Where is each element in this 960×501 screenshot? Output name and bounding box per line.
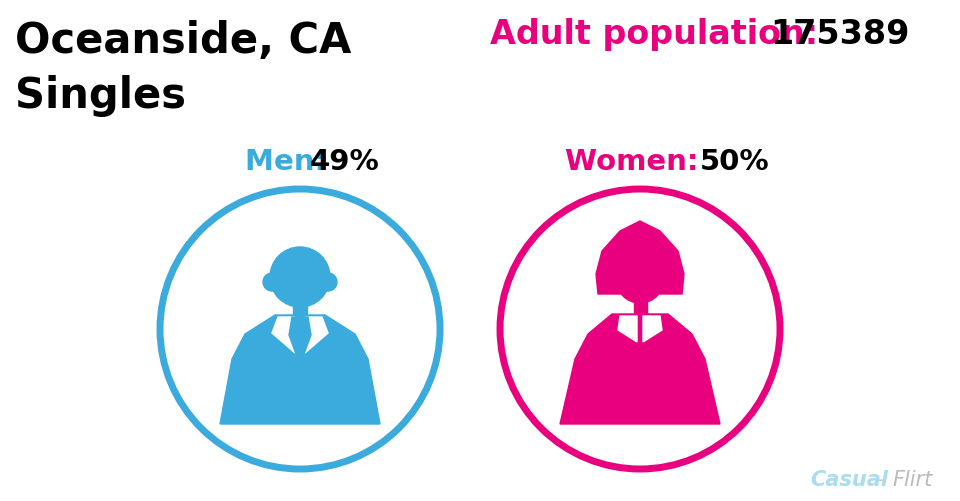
Polygon shape [643,316,662,342]
Text: Oceanside, CA: Oceanside, CA [15,20,351,62]
Text: Flirt: Flirt [892,469,932,489]
Polygon shape [596,221,684,295]
Text: 49%: 49% [310,148,380,176]
Text: Adult population:: Adult population: [490,18,818,51]
Text: 50%: 50% [700,148,770,176]
Polygon shape [293,303,307,320]
Polygon shape [220,315,380,424]
Polygon shape [272,317,295,353]
Text: 175389: 175389 [770,18,909,51]
Text: Women:: Women: [565,148,708,176]
Polygon shape [305,317,328,353]
Polygon shape [560,314,720,424]
Polygon shape [634,300,646,319]
Text: -: - [878,469,885,489]
Text: Singles: Singles [15,75,186,117]
Circle shape [319,274,337,292]
Text: Men:: Men: [245,148,336,176]
Polygon shape [289,317,311,365]
Circle shape [263,274,281,292]
Text: Casual: Casual [810,469,888,489]
Circle shape [616,256,664,304]
Circle shape [270,247,330,308]
Polygon shape [618,316,637,342]
